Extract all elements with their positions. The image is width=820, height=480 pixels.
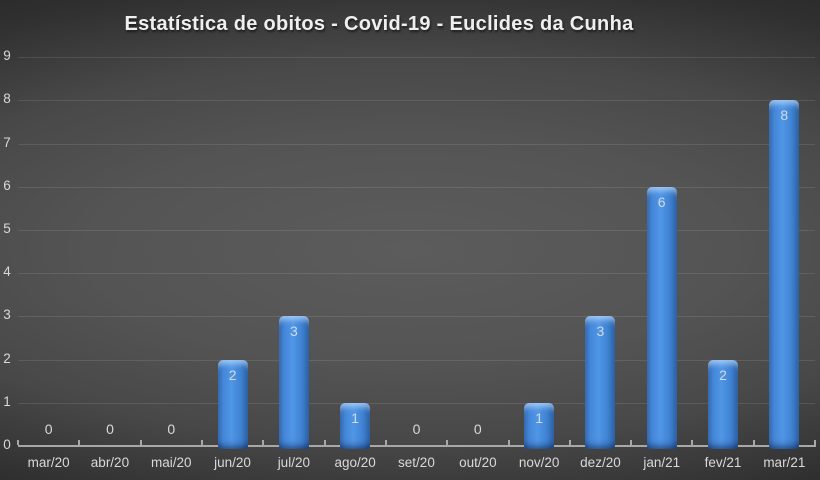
y-axis-tick-label: 5 bbox=[3, 221, 11, 236]
gridline bbox=[18, 100, 815, 102]
bar-value-label: 0 bbox=[412, 421, 421, 437]
bar-value-label: 6 bbox=[657, 193, 666, 210]
x-axis-category-label: fev/21 bbox=[704, 455, 742, 470]
x-axis-tick bbox=[446, 440, 449, 445]
y-axis-tick-label: 6 bbox=[3, 177, 11, 193]
gridline bbox=[18, 402, 815, 404]
x-axis-tick bbox=[752, 440, 755, 445]
x-axis-tick bbox=[78, 440, 81, 445]
bar-value-label: 0 bbox=[106, 421, 114, 437]
y-axis-tick-label: 4 bbox=[3, 264, 11, 280]
y-axis-tick-label: 3 bbox=[3, 307, 11, 323]
x-axis-tick bbox=[630, 440, 633, 445]
x-axis-tick bbox=[691, 440, 694, 445]
bar-value-label: 1 bbox=[535, 409, 543, 426]
bar-value-label: 2 bbox=[228, 366, 237, 383]
x-axis-category-label: nov/20 bbox=[518, 455, 560, 470]
gridline bbox=[18, 186, 815, 188]
bar-dez-20 bbox=[585, 316, 616, 449]
bar-value-label: 0 bbox=[167, 421, 176, 437]
bar-fev-21 bbox=[708, 359, 738, 449]
y-axis-tick-label: 0 bbox=[3, 437, 11, 452]
gridline bbox=[18, 230, 815, 231]
bar-value-label: 3 bbox=[596, 323, 605, 340]
bar-value-label: 0 bbox=[44, 421, 53, 437]
y-axis-tick-label: 9 bbox=[3, 48, 11, 64]
x-axis-category-label: ago/20 bbox=[334, 455, 376, 470]
x-axis-category-label: jan/21 bbox=[643, 455, 681, 470]
bar-jan-21 bbox=[646, 186, 677, 449]
bar-mar-21 bbox=[769, 100, 800, 449]
bar-value-label: 3 bbox=[289, 323, 298, 340]
x-axis-tick bbox=[384, 440, 387, 445]
x-axis-category-label: mai/20 bbox=[150, 455, 192, 470]
bar-value-label: 1 bbox=[351, 409, 360, 426]
bar-jul-20 bbox=[278, 316, 309, 449]
x-axis-category-label: out/20 bbox=[459, 455, 497, 470]
x-axis-tick bbox=[814, 440, 816, 445]
x-axis-category-label: jun/20 bbox=[214, 455, 251, 470]
x-axis-category-label: set/20 bbox=[398, 455, 435, 470]
bar-value-label: 8 bbox=[780, 107, 789, 124]
x-axis-tick bbox=[323, 440, 326, 445]
bar-jun-20 bbox=[217, 359, 248, 449]
x-axis-category-label: abr/20 bbox=[90, 455, 130, 470]
x-axis-tick bbox=[568, 440, 571, 445]
x-axis-category-label: jul/20 bbox=[277, 455, 310, 470]
x-axis-category-label: dez/20 bbox=[580, 455, 621, 470]
x-axis-tick bbox=[507, 440, 510, 445]
x-axis-category-label: mar/21 bbox=[763, 455, 806, 470]
gridline bbox=[18, 316, 815, 318]
gridline bbox=[18, 57, 815, 59]
x-axis-tick bbox=[139, 440, 142, 445]
gridline bbox=[18, 359, 815, 361]
x-axis-tick bbox=[17, 440, 19, 445]
y-axis-tick-label: 1 bbox=[3, 393, 11, 409]
y-axis-tick-label: 2 bbox=[3, 350, 11, 366]
y-axis-tick-label: 8 bbox=[3, 91, 11, 107]
gridline bbox=[18, 143, 815, 145]
y-axis-tick-label: 7 bbox=[3, 134, 11, 150]
bar-nov-20 bbox=[524, 402, 555, 449]
x-axis-tick bbox=[262, 440, 265, 445]
x-axis-tick bbox=[200, 440, 203, 445]
bar-value-label: 0 bbox=[473, 421, 482, 437]
x-axis-line bbox=[18, 445, 816, 447]
chart-title: Estatística de obitos - Covid-19 - Eucli… bbox=[124, 13, 634, 35]
bar-value-label: 2 bbox=[719, 366, 727, 383]
gridline bbox=[18, 273, 815, 275]
bar-ago-20 bbox=[340, 402, 371, 449]
x-axis-category-label: mar/20 bbox=[27, 455, 70, 470]
